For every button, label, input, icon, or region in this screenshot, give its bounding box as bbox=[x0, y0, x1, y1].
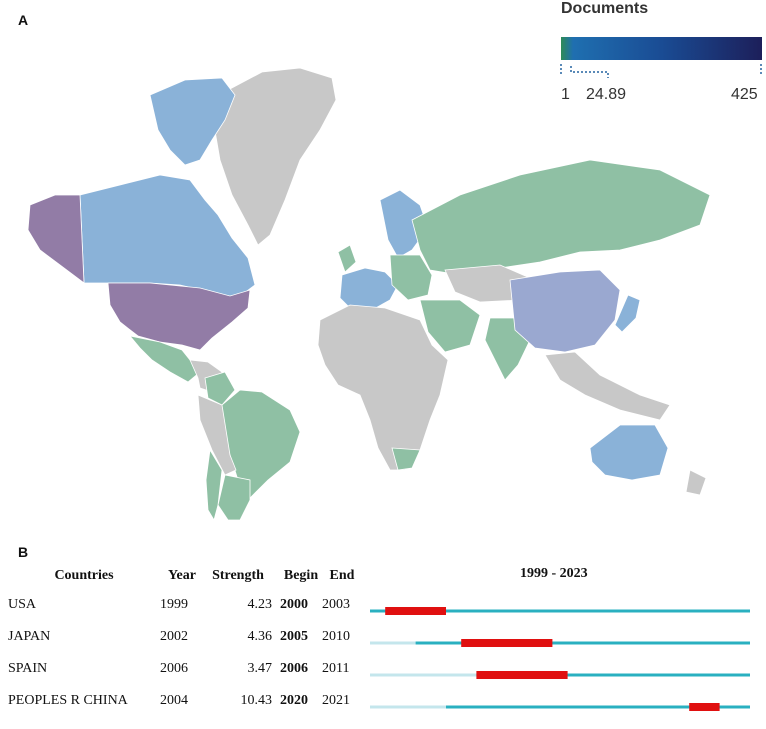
header-countries: Countries bbox=[54, 568, 114, 583]
burst-timeline bbox=[370, 607, 750, 711]
map-usa bbox=[107, 282, 251, 351]
row-strength: 3.47 bbox=[247, 661, 273, 676]
burst-bar bbox=[689, 703, 720, 711]
panel-b-label: B bbox=[18, 544, 29, 560]
row-year: 1999 bbox=[160, 597, 188, 612]
burst-bar bbox=[476, 671, 568, 679]
map-europe-east bbox=[389, 254, 433, 301]
row-end: 2003 bbox=[322, 597, 350, 612]
row-year: 2002 bbox=[160, 629, 188, 644]
timeline-active-segment bbox=[476, 673, 750, 677]
panel-a-label: A bbox=[18, 12, 29, 28]
table-header-row: Countries Year Strength Begin End bbox=[8, 563, 362, 589]
world-map bbox=[27, 67, 711, 522]
row-end: 2010 bbox=[322, 629, 350, 644]
row-end: 2011 bbox=[322, 661, 350, 676]
legend-max-label: 425 bbox=[731, 86, 758, 103]
map-southeast-asia bbox=[544, 351, 671, 421]
table-row: USA 1999 4.23 2000 2003 bbox=[8, 589, 362, 621]
map-europe-west bbox=[339, 267, 399, 311]
header-begin: Begin bbox=[283, 568, 319, 583]
legend-brackets bbox=[560, 64, 762, 78]
row-end: 2021 bbox=[322, 693, 350, 708]
row-strength: 10.43 bbox=[240, 693, 273, 708]
map-canada-arctic bbox=[149, 77, 236, 166]
header-strength: Strength bbox=[212, 568, 264, 583]
header-year: Year bbox=[168, 568, 196, 583]
map-uk bbox=[337, 244, 357, 273]
map-new-zealand bbox=[685, 469, 707, 496]
map-chile bbox=[205, 448, 223, 522]
timeline-inactive-segment bbox=[370, 641, 416, 645]
table-row: JAPAN 2002 4.36 2005 2010 bbox=[8, 621, 362, 653]
timeline-inactive-segment bbox=[370, 705, 446, 709]
timeline-active-segment bbox=[415, 641, 750, 645]
map-australia bbox=[589, 424, 669, 481]
row-year: 2004 bbox=[160, 693, 188, 708]
row-country: USA bbox=[8, 597, 37, 612]
legend-mid-label: 24.89 bbox=[586, 86, 627, 103]
row-country: SPAIN bbox=[8, 661, 48, 676]
map-colombia bbox=[204, 371, 236, 406]
timeline-inactive-segment bbox=[370, 673, 477, 677]
row-country: PEOPLES R CHINA bbox=[8, 693, 128, 708]
row-begin: 2006 bbox=[280, 661, 308, 676]
burst-table: Countries Year Strength Begin End USA 19… bbox=[8, 563, 362, 717]
header-end: End bbox=[329, 568, 355, 583]
row-country: JAPAN bbox=[8, 629, 51, 644]
map-middle-east bbox=[419, 299, 481, 353]
legend-color-bar bbox=[561, 37, 762, 60]
row-begin: 2005 bbox=[280, 629, 308, 644]
map-mexico bbox=[128, 335, 201, 383]
map-russia bbox=[411, 159, 711, 276]
row-year: 2006 bbox=[160, 661, 188, 676]
map-peru-bolivia bbox=[197, 394, 237, 476]
map-japan bbox=[614, 294, 641, 333]
row-strength: 4.23 bbox=[247, 597, 273, 612]
map-alaska bbox=[27, 194, 85, 284]
row-begin: 2000 bbox=[280, 597, 308, 612]
timeline-range-label: 1999 - 2023 bbox=[520, 566, 588, 581]
map-china bbox=[509, 269, 621, 353]
legend-title: Documents bbox=[561, 0, 649, 17]
map-canada bbox=[79, 174, 256, 301]
map-argentina bbox=[217, 474, 251, 521]
burst-bar bbox=[461, 639, 553, 647]
table-row: PEOPLES R CHINA 2004 10.43 2020 2021 bbox=[8, 685, 362, 717]
map-south-africa bbox=[391, 447, 421, 471]
timeline-active-segment bbox=[370, 609, 750, 613]
table-row: SPAIN 2006 3.47 2006 2011 bbox=[8, 653, 362, 685]
burst-bar bbox=[385, 607, 446, 615]
timeline-active-segment bbox=[446, 705, 750, 709]
row-strength: 4.36 bbox=[247, 629, 273, 644]
row-begin: 2020 bbox=[280, 693, 308, 708]
legend-min-label: 1 bbox=[561, 86, 570, 103]
map-greenland bbox=[213, 67, 337, 246]
